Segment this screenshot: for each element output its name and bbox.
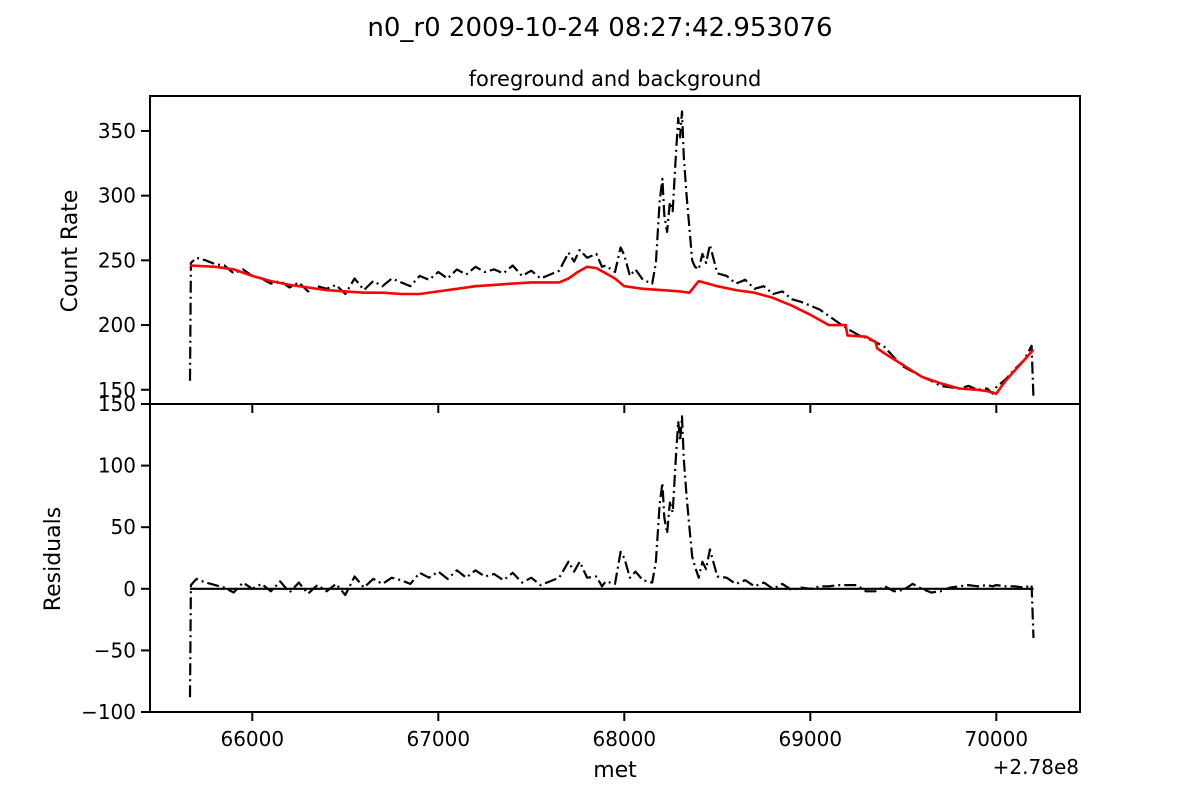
count-rate-series-0 <box>188 110 1035 399</box>
residuals-panel: −100 −50 0 50 100 150 66000 67000 68000 69000 7000… <box>81 392 1081 751</box>
y-tick-label: 150 <box>98 378 136 402</box>
y-tick-label: −50 <box>94 638 136 662</box>
y-tick-label: 200 <box>98 313 136 337</box>
y-tick-label: −100 <box>81 700 136 724</box>
y-tick-label: 300 <box>98 184 136 208</box>
x-tick-label: 69000 <box>778 727 842 751</box>
y-tick-label: 0 <box>123 577 136 601</box>
x-tick-label: 68000 <box>592 727 656 751</box>
figure-title: n0_r0 2009-10-24 08:27:42.953076 <box>367 13 832 43</box>
top-y-axis-label: Count Rate <box>58 190 83 313</box>
count-rate-panel: 150 200 250 300 350 <box>98 95 1081 413</box>
residuals-series-0 <box>188 415 1035 698</box>
y-tick-label: 100 <box>98 454 136 478</box>
axes-frame <box>149 403 1081 713</box>
y-tick-label: 150 <box>98 392 136 416</box>
x-tick-label: 70000 <box>964 727 1028 751</box>
x-tick-label: 66000 <box>220 727 284 751</box>
y-tick-label: 350 <box>98 119 136 143</box>
y-tick-label: 250 <box>98 248 136 272</box>
bottom-y-axis-label: Residuals <box>41 507 66 611</box>
axes-frame <box>149 95 1081 405</box>
count-rate-series-1 <box>189 264 1035 395</box>
x-tick-label: 67000 <box>406 727 470 751</box>
x-axis-label: met <box>593 758 637 783</box>
y-tick-label: 50 <box>111 515 136 539</box>
top-panel-title: foreground and background <box>469 67 762 91</box>
x-axis-offset-label: +2.78e8 <box>993 755 1079 779</box>
